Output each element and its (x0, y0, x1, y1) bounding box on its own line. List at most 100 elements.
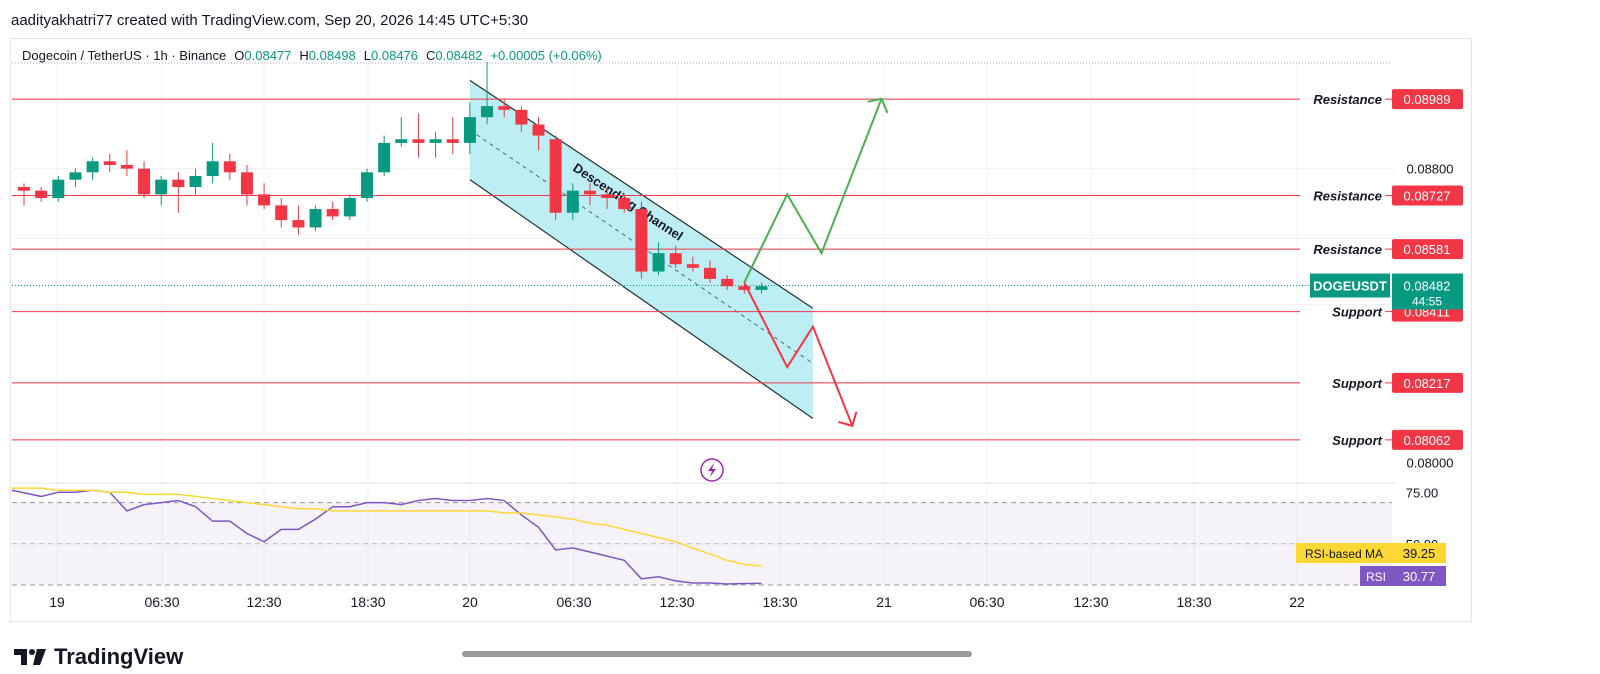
candle-body[interactable] (361, 172, 373, 199)
legend-change: +0.00005 (+0.06%) (490, 48, 602, 63)
candle-body[interactable] (721, 278, 734, 287)
price-tick-label: 0.08000 (1407, 456, 1454, 471)
legend-low-label: L (363, 48, 372, 63)
time-tick-label: 06:30 (556, 594, 591, 610)
time-tick-label: 12:30 (246, 594, 281, 610)
candle-body[interactable] (704, 267, 716, 279)
symbol-tag (1310, 273, 1390, 298)
legend-high: 0.08498 (308, 48, 356, 63)
projection-down-arrowhead (838, 411, 858, 428)
candle-body[interactable] (618, 198, 631, 210)
candle-body[interactable] (326, 209, 339, 217)
candle-body[interactable] (189, 175, 202, 188)
tradingview-brand: TradingView (54, 644, 184, 669)
level-price: 0.08217 (1404, 376, 1451, 391)
chart-credit: aadityakhatri77 created with TradingView… (11, 12, 529, 29)
flash-icon-bolt (708, 463, 716, 477)
level-price: 0.08581 (1404, 242, 1451, 257)
candle-body[interactable] (583, 190, 596, 195)
candle-body[interactable] (275, 205, 288, 221)
candle-body[interactable] (463, 117, 476, 143)
candle-body[interactable] (223, 161, 236, 173)
legend-high-label: H (299, 48, 309, 63)
level-price-tag (1392, 239, 1463, 260)
rsi-tick-label: 75.00 (1406, 485, 1439, 500)
candle-body[interactable] (103, 161, 116, 165)
candle-body[interactable] (292, 220, 305, 228)
candle-body[interactable] (532, 124, 545, 136)
level-price-tag (1392, 185, 1463, 206)
legend-close-label: C (426, 48, 436, 63)
level-price: 0.08727 (1404, 188, 1451, 203)
candle-body[interactable] (549, 139, 562, 213)
candle-body[interactable] (412, 139, 425, 143)
candle-body[interactable] (155, 179, 168, 195)
level-price-tag (1392, 429, 1463, 450)
candle-body[interactable] (652, 253, 665, 272)
candle-body[interactable] (686, 264, 699, 268)
candle-body[interactable] (18, 187, 30, 191)
candle-body[interactable] (343, 198, 356, 217)
current-price-tag (1392, 273, 1463, 310)
rsi-name-tag (1296, 543, 1392, 563)
candle-body[interactable] (120, 164, 133, 169)
time-tick-label: 12:30 (659, 594, 694, 610)
level-label: Support (1332, 305, 1382, 320)
time-tick-label: 20 (462, 594, 478, 610)
level-label: Resistance (1313, 92, 1382, 107)
level-label: Resistance (1313, 188, 1382, 203)
projection-up-path[interactable] (743, 98, 883, 284)
current-price: 0.08482 (1404, 279, 1451, 294)
candle-body[interactable] (738, 286, 751, 290)
projection-up-arrowhead (867, 97, 889, 114)
tradingview-logo[interactable]: TradingView (14, 644, 183, 670)
level-label: Resistance (1313, 242, 1382, 257)
channel-mid-line (469, 129, 814, 364)
candle-body[interactable] (240, 172, 253, 195)
rsi-name-label: RSI (1366, 570, 1386, 584)
candle-body[interactable] (69, 172, 82, 180)
rsi-value-tag (1392, 566, 1446, 586)
legend-low: 0.08476 (371, 48, 419, 63)
candle-body[interactable] (395, 139, 408, 143)
candle-body[interactable] (35, 190, 48, 199)
rsi-line[interactable] (11, 489, 762, 585)
candle-body[interactable] (635, 209, 648, 272)
level-label: Support (1332, 433, 1382, 448)
level-price: 0.08062 (1404, 433, 1451, 448)
channel-lower-line[interactable] (469, 179, 814, 420)
candle-body[interactable] (601, 194, 614, 199)
candle-body[interactable] (172, 179, 185, 188)
candle-body[interactable] (669, 253, 682, 265)
legend-open: 0.08477 (244, 48, 292, 63)
candle-body[interactable] (498, 106, 511, 110)
candle-body[interactable] (309, 209, 322, 228)
candle-body[interactable] (206, 161, 219, 176)
rsi-ma-line[interactable] (12, 487, 762, 567)
candle-body[interactable] (481, 106, 494, 118)
page-scrollbar[interactable] (462, 651, 972, 657)
legend-close: 0.08482 (435, 48, 483, 63)
candle-body[interactable] (446, 139, 459, 143)
legend-symbol[interactable]: Dogecoin / TetherUS · 1h · Binance (22, 48, 227, 63)
candle-body[interactable] (429, 139, 442, 143)
candle-body[interactable] (52, 179, 65, 199)
chart-frame (10, 38, 1472, 622)
candle-body[interactable] (86, 161, 99, 173)
candle-body[interactable] (755, 286, 768, 290)
candle-body[interactable] (258, 194, 271, 206)
candle-body[interactable] (515, 109, 528, 125)
level-price: 0.08989 (1404, 92, 1451, 107)
candle-body[interactable] (138, 168, 151, 195)
candle-body[interactable] (566, 190, 579, 213)
price-tick-label: 0.08800 (1407, 162, 1454, 177)
chart-legend: Dogecoin / TetherUS · 1h · Binance O0.08… (22, 48, 602, 63)
time-tick-label: 18:30 (762, 594, 797, 610)
symbol-tag-text: DOGEUSDT (1313, 279, 1387, 294)
bar-countdown: 44:55 (1412, 295, 1442, 309)
candle-body[interactable] (378, 142, 391, 173)
rsi-value-tag (1392, 543, 1446, 563)
projection-down-path[interactable] (743, 282, 854, 427)
level-label: Support (1332, 376, 1382, 391)
